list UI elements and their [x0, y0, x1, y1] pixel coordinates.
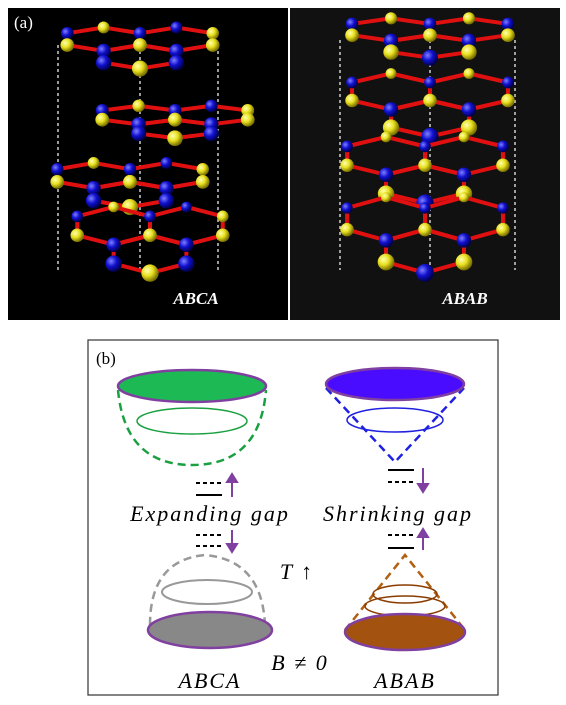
atom: [169, 55, 184, 70]
atom: [132, 100, 144, 112]
atom: [159, 193, 175, 209]
atom: [345, 28, 359, 42]
atom: [457, 167, 471, 181]
caption: ABAB: [441, 289, 487, 308]
atom: [345, 94, 359, 108]
atom: [86, 193, 102, 209]
atom: [133, 38, 147, 52]
atom: [419, 141, 431, 153]
atom: [197, 163, 209, 175]
atom: [134, 27, 147, 40]
atom: [462, 102, 476, 116]
atom: [497, 141, 509, 153]
atom: [105, 255, 121, 271]
atom: [168, 113, 182, 127]
atom: [141, 264, 158, 281]
atom: [206, 27, 219, 40]
atom: [381, 132, 392, 143]
atom: [386, 68, 397, 79]
atom: [206, 38, 220, 52]
atom: [496, 159, 510, 173]
atom: [96, 55, 111, 70]
atom: [416, 264, 434, 282]
atom: [51, 163, 63, 175]
atom: [457, 233, 472, 248]
atom: [383, 44, 398, 59]
atom: [88, 157, 100, 169]
figure: (a) ABCA ABAB (b) Expanding gap Shrinkin…: [0, 0, 566, 705]
atom: [463, 12, 475, 24]
caption: ABCA: [172, 289, 218, 308]
atom: [132, 61, 148, 77]
atom: [459, 132, 470, 143]
atom: [422, 50, 438, 66]
atom: [60, 38, 74, 52]
atom: [216, 229, 230, 243]
atom: [340, 223, 353, 236]
atom: [378, 254, 395, 271]
gap-text: Shrinking gap: [323, 501, 473, 526]
atom: [178, 255, 194, 271]
atom: [461, 44, 476, 59]
atom: [501, 94, 515, 108]
atom: [459, 192, 469, 202]
atom: [418, 159, 432, 173]
atom: [379, 233, 394, 248]
atom: [385, 12, 397, 24]
atom: [497, 202, 508, 213]
atom: [379, 167, 393, 181]
atom: [71, 211, 83, 223]
atom: [95, 113, 109, 127]
atom: [181, 202, 192, 213]
atom: [341, 141, 353, 153]
atom: [196, 175, 210, 189]
gap-text: Expanding gap: [129, 501, 290, 526]
atom: [70, 229, 84, 243]
atom: [160, 157, 172, 169]
atom: [217, 211, 229, 223]
atom: [346, 77, 358, 89]
atom: [381, 192, 391, 202]
atom: [108, 202, 119, 213]
atom: [423, 94, 437, 108]
atom: [341, 202, 352, 213]
atom: [464, 68, 475, 79]
caption: ABAB: [372, 668, 436, 693]
atom: [124, 163, 136, 175]
atom: [424, 77, 436, 89]
atom: [340, 159, 354, 173]
atom: [98, 21, 110, 33]
atom: [419, 202, 430, 213]
temperature: T ↑: [280, 559, 314, 584]
atom: [204, 126, 219, 141]
atom: [50, 175, 64, 189]
atom: [384, 102, 398, 116]
atom: [167, 130, 183, 146]
panel-label: (b): [96, 349, 116, 368]
atom: [143, 229, 157, 243]
atom: [418, 223, 431, 236]
atom: [423, 28, 437, 42]
field: B ≠ 0: [271, 650, 329, 675]
atom: [61, 27, 74, 40]
atom: [123, 175, 137, 189]
atom: [205, 100, 217, 112]
atom: [501, 28, 515, 42]
atom: [241, 113, 255, 127]
atom: [170, 21, 182, 33]
atom: [144, 211, 156, 223]
atom: [496, 223, 509, 236]
panel-label: (a): [14, 13, 33, 32]
atom: [106, 237, 120, 251]
atom: [179, 237, 193, 251]
atom: [131, 126, 146, 141]
caption: ABCA: [177, 668, 242, 693]
atom: [456, 254, 473, 271]
atom: [502, 77, 514, 89]
